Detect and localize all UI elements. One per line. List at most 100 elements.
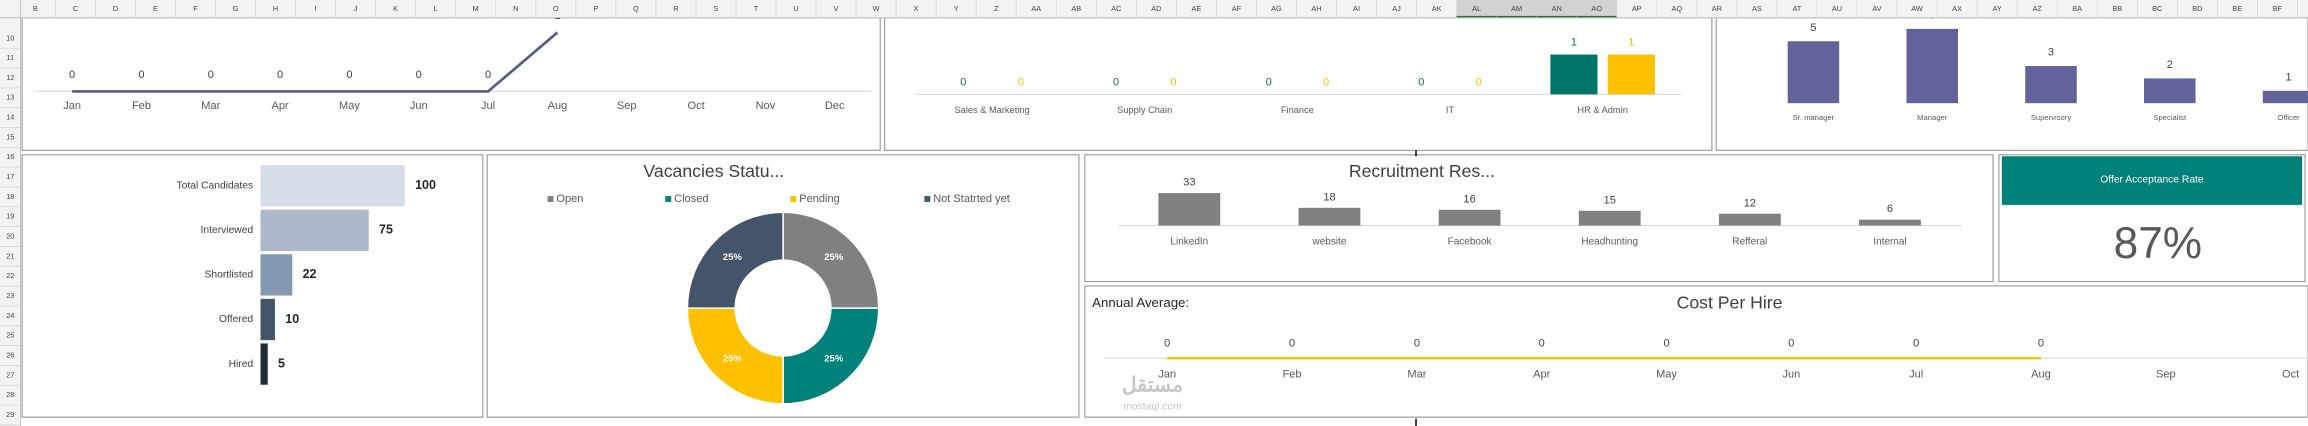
data-label: 25% [723, 353, 743, 364]
column-header[interactable]: AH [1311, 4, 1321, 13]
column-header[interactable]: AM [1511, 4, 1522, 13]
x-tick-label: Jan [63, 100, 81, 112]
column-header[interactable]: AS [1752, 4, 1762, 13]
row-number[interactable]: 29 [6, 410, 14, 419]
column-header[interactable]: U [793, 4, 798, 13]
row-number[interactable]: 18 [6, 192, 14, 201]
data-label: 33 [1183, 177, 1195, 189]
column-header[interactable]: H [273, 4, 278, 13]
column-header[interactable]: BE [2232, 4, 2242, 13]
column-header[interactable]: G [233, 4, 239, 13]
kpi-header [2001, 156, 2303, 205]
column-header[interactable]: P [593, 4, 598, 13]
column-header[interactable]: N [513, 4, 518, 13]
column-header[interactable]: S [713, 4, 718, 13]
column-header[interactable]: E [153, 4, 158, 13]
column-header[interactable]: AF [1232, 4, 1242, 13]
column-header[interactable]: AW [1911, 4, 1923, 13]
row-number[interactable]: 28 [6, 390, 14, 399]
column-header[interactable]: F [193, 4, 198, 13]
bar [1158, 193, 1221, 226]
kpi-title: Offer Acceptance Rate [2100, 175, 2204, 186]
chart: Sr. manager 5 Manager 6 Supervisory 3 Speciali… [1787, 18, 2308, 122]
data-label: 0 [277, 69, 283, 81]
column-header[interactable]: AZ [2032, 4, 2042, 13]
column-header[interactable]: AK [1432, 4, 1442, 13]
column-header[interactable]: AG [1271, 4, 1282, 13]
row-number[interactable]: 26 [6, 350, 14, 359]
data-label: 22 [303, 267, 317, 281]
data-label: 10 [285, 312, 299, 326]
row-number[interactable]: 20 [6, 232, 14, 241]
column-header[interactable]: J [354, 4, 358, 13]
row-number[interactable]: 14 [6, 113, 14, 122]
data-label: 18 [1323, 191, 1335, 203]
row-number[interactable]: 13 [6, 93, 14, 102]
column-header[interactable]: AA [1031, 4, 1041, 13]
row-number[interactable]: 22 [6, 271, 14, 280]
column-header[interactable]: AD [1151, 4, 1161, 13]
column-header[interactable]: AI [1353, 4, 1360, 13]
row-number[interactable]: 19 [6, 212, 14, 221]
bar [1718, 213, 1781, 226]
row-number[interactable]: 11 [6, 53, 14, 62]
panel [21, 154, 484, 418]
x-tick-label: Refferal [1732, 236, 1767, 247]
column-header[interactable]: AC [1111, 4, 1122, 13]
column-header[interactable]: AY [1992, 4, 2001, 13]
column-header[interactable]: Q [633, 4, 639, 13]
pie-slice [686, 211, 784, 309]
column-header[interactable]: Y [954, 4, 959, 13]
column-header[interactable]: X [914, 4, 919, 13]
row-number[interactable]: 15 [6, 132, 14, 141]
column-header[interactable]: AN [1552, 4, 1562, 13]
selected-column-header [1536, 0, 1577, 18]
column-header[interactable]: AL [1472, 4, 1481, 13]
data-label: 0 [1663, 337, 1669, 349]
row-number[interactable]: 27 [6, 370, 14, 379]
column-header[interactable]: B [33, 4, 38, 13]
data-label: 1 [554, 10, 560, 22]
column-header[interactable]: AP [1632, 4, 1642, 13]
column-header[interactable]: V [834, 4, 839, 13]
row-number[interactable]: 10 [6, 33, 14, 42]
column-header[interactable]: AX [1952, 4, 1962, 13]
column-header[interactable]: BF [2273, 4, 2283, 13]
column-header[interactable]: AJ [1392, 4, 1401, 13]
row-number[interactable]: 24 [6, 311, 14, 320]
column-header[interactable]: AQ [1672, 4, 1683, 13]
column-header[interactable]: M [473, 4, 479, 13]
data-label: 16 [1463, 193, 1475, 205]
row-number[interactable]: 12 [6, 73, 14, 82]
column-header[interactable]: BB [2112, 4, 2122, 13]
column-header[interactable]: AR [1712, 4, 1722, 13]
row-number[interactable]: 17 [6, 172, 14, 181]
column-header[interactable]: AE [1191, 4, 1201, 13]
column-header[interactable]: L [434, 4, 438, 13]
column-header[interactable]: I [315, 4, 317, 13]
column-header[interactable]: BA [2072, 4, 2082, 13]
column-header[interactable]: AB [1071, 4, 1081, 13]
column-header[interactable]: Z [994, 4, 999, 13]
data-label: 5 [1810, 22, 1816, 34]
data-label: 25% [824, 252, 844, 263]
row-number[interactable]: 23 [6, 291, 14, 300]
column-header[interactable]: R [673, 4, 678, 13]
column-header[interactable]: O [553, 4, 559, 13]
row-number[interactable]: 21 [6, 251, 14, 260]
column-header[interactable]: C [73, 4, 79, 13]
column-header[interactable]: AU [1832, 4, 1842, 13]
column-header[interactable]: AT [1793, 4, 1802, 13]
row-number[interactable]: 16 [6, 152, 14, 161]
column-header[interactable]: BC [2152, 4, 2163, 13]
column-header[interactable]: K [393, 4, 398, 13]
column-header[interactable]: D [113, 4, 118, 13]
column-header[interactable]: BD [2192, 4, 2202, 13]
column-header[interactable]: AO [1591, 4, 1602, 13]
column-header[interactable]: T [754, 4, 759, 13]
bar [2144, 78, 2196, 104]
row-number[interactable]: 25 [6, 331, 14, 340]
column-header[interactable]: W [873, 4, 880, 13]
column-header[interactable]: AV [1872, 4, 1881, 13]
data-label: 0 [1913, 337, 1919, 349]
